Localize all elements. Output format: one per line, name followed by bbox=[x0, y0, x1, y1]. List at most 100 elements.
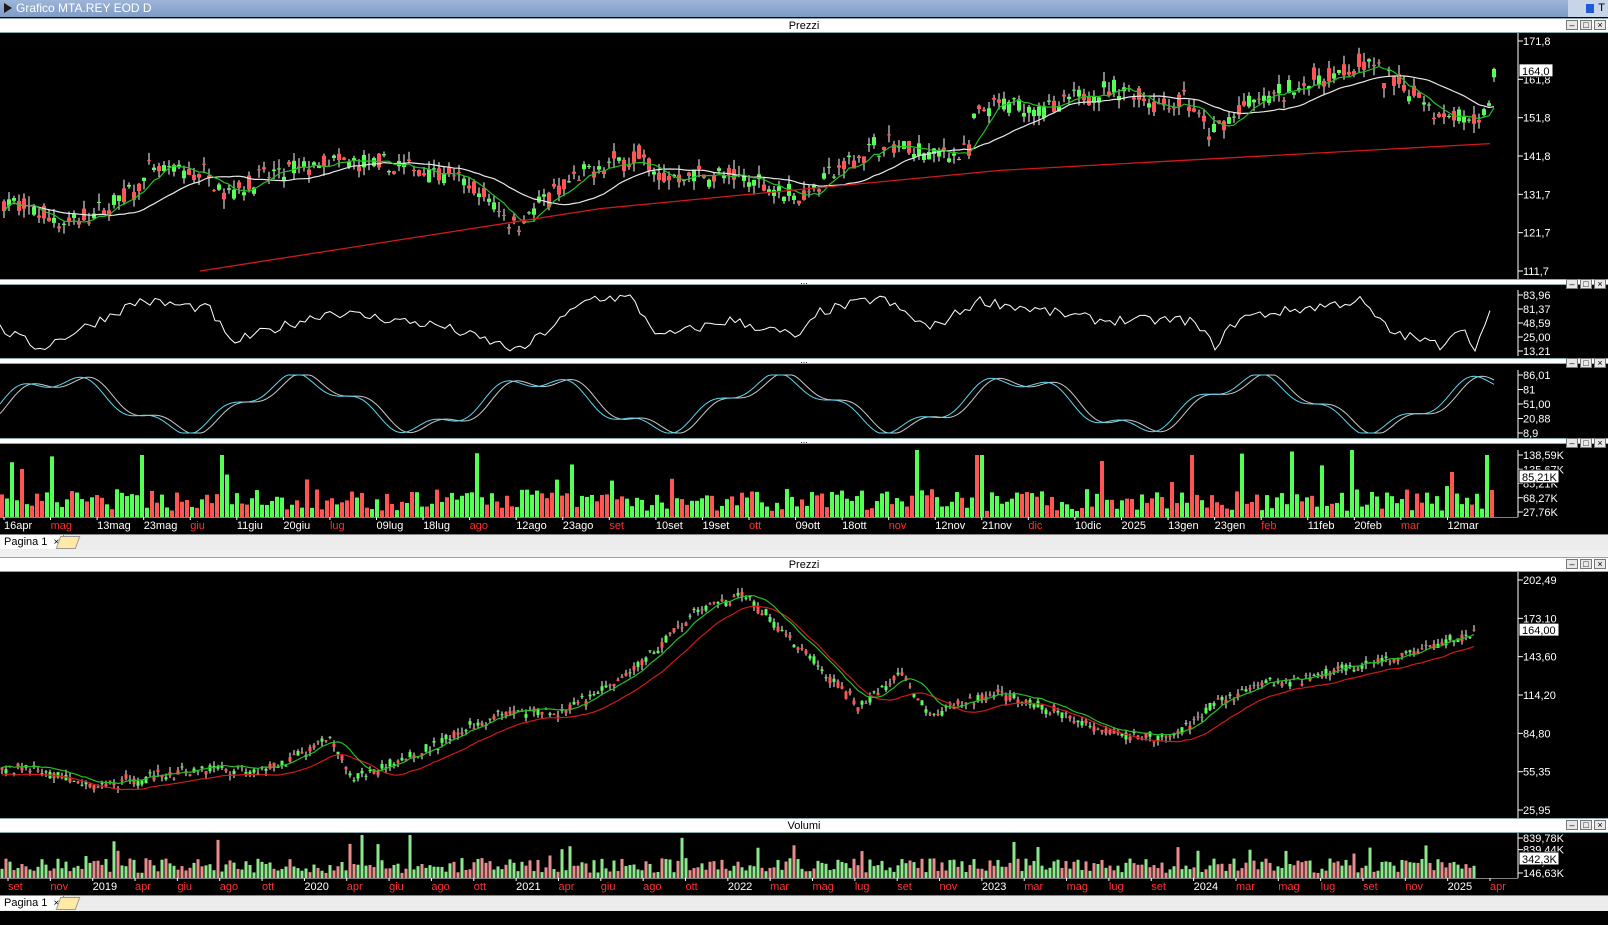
volume-bar bbox=[1312, 872, 1316, 878]
candle-body bbox=[472, 181, 476, 194]
restore-icon[interactable] bbox=[1586, 3, 1595, 13]
candle-body bbox=[1088, 726, 1092, 728]
axis-margin bbox=[1594, 572, 1608, 818]
volume-bar bbox=[1272, 870, 1276, 878]
volume-bar bbox=[268, 862, 272, 878]
volume-bar bbox=[1160, 862, 1164, 878]
candle-body bbox=[472, 728, 476, 730]
volume-bar bbox=[780, 509, 784, 517]
volume-bar bbox=[1430, 503, 1434, 517]
close-tab-icon[interactable]: × bbox=[53, 898, 60, 909]
candle-body bbox=[477, 193, 481, 198]
candle-body bbox=[1142, 98, 1146, 102]
candle-body bbox=[708, 603, 712, 605]
maximize-button[interactable]: □ bbox=[1580, 559, 1592, 569]
stochastic-chart[interactable]: 86,01 81 51,00 20,88 8,9 bbox=[0, 370, 1608, 438]
maximize-button[interactable]: □ bbox=[1580, 820, 1592, 830]
candle-body bbox=[28, 770, 32, 773]
close-button[interactable]: × bbox=[1594, 20, 1606, 30]
minimize-button[interactable]: – bbox=[1566, 20, 1578, 30]
candle-body bbox=[788, 635, 792, 638]
candle-body bbox=[102, 210, 106, 215]
volume-bar bbox=[768, 867, 772, 878]
volume-bar bbox=[1185, 502, 1189, 517]
volume-bar bbox=[110, 509, 114, 517]
volume-bar bbox=[1220, 863, 1224, 878]
volume-bar bbox=[1475, 493, 1479, 517]
candle-body bbox=[1144, 733, 1148, 738]
volume-bar bbox=[1324, 870, 1328, 878]
candle-body bbox=[392, 764, 396, 766]
candle-body bbox=[208, 765, 212, 772]
volume-bar bbox=[1212, 858, 1216, 878]
candle-body bbox=[1128, 736, 1132, 741]
date-label: set bbox=[609, 520, 624, 532]
candle-body bbox=[764, 609, 768, 616]
maximize-button[interactable]: □ bbox=[1580, 20, 1592, 30]
close-button[interactable]: × bbox=[1594, 358, 1606, 368]
minimize-button[interactable]: – bbox=[1566, 820, 1578, 830]
tab-pagina-1[interactable]: Pagina 1 × bbox=[0, 535, 65, 549]
maximize-button[interactable]: □ bbox=[1580, 438, 1592, 448]
candle-body bbox=[1457, 109, 1461, 122]
candle-body bbox=[722, 175, 726, 179]
volume-bar bbox=[1400, 499, 1404, 517]
candle-body bbox=[332, 155, 336, 158]
candle-body bbox=[256, 773, 260, 775]
volume-bar bbox=[800, 499, 804, 517]
candle-body bbox=[264, 768, 268, 771]
volume-bar bbox=[785, 489, 789, 517]
volume-bar bbox=[1048, 867, 1052, 878]
axis-margin bbox=[1594, 290, 1608, 356]
window-corner-controls[interactable]: T bbox=[1568, 0, 1608, 17]
candle-body bbox=[840, 686, 844, 689]
candle-body bbox=[280, 760, 284, 766]
candle-body bbox=[642, 154, 646, 158]
candle-body bbox=[460, 732, 464, 735]
volume-bar bbox=[820, 862, 824, 878]
candle-body bbox=[1357, 53, 1361, 67]
candle-body bbox=[516, 710, 520, 712]
date-label: 19set bbox=[702, 520, 729, 532]
new-tab-icon[interactable] bbox=[55, 536, 81, 549]
volume-bar bbox=[870, 508, 874, 517]
candle-body bbox=[1416, 651, 1420, 654]
volume-bar bbox=[1420, 858, 1424, 878]
close-button[interactable]: × bbox=[1594, 559, 1606, 569]
volume-bar bbox=[1392, 865, 1396, 878]
minimize-button[interactable]: – bbox=[1566, 438, 1578, 448]
close-button[interactable]: × bbox=[1594, 438, 1606, 448]
bottom-price-chart[interactable]: 202,49 173,10 143,60 114,20 84,80 55,35 25,95 1… bbox=[0, 572, 1608, 818]
volume-bar bbox=[1165, 508, 1169, 517]
volume-bar bbox=[784, 861, 788, 878]
candle-body bbox=[457, 172, 461, 174]
volume-bar bbox=[892, 871, 896, 878]
volume-bar bbox=[36, 866, 40, 878]
volume-bar bbox=[345, 500, 349, 517]
candle-body bbox=[227, 188, 231, 190]
candle-body bbox=[1392, 658, 1396, 663]
minimize-button[interactable]: – bbox=[1566, 358, 1578, 368]
candle-body bbox=[562, 179, 566, 190]
candle-body bbox=[487, 198, 491, 202]
volume-bar bbox=[240, 503, 244, 517]
volume-bar bbox=[985, 510, 989, 517]
candle-body bbox=[924, 709, 928, 713]
candle-body bbox=[527, 212, 531, 214]
maximize-button[interactable]: □ bbox=[1580, 358, 1592, 368]
minimize-button[interactable]: – bbox=[1566, 279, 1578, 289]
rsi-chart[interactable]: 83,96 81,37 48,59 25,00 13,21 bbox=[0, 290, 1608, 356]
close-tab-icon[interactable]: × bbox=[53, 537, 60, 548]
candle-body bbox=[780, 629, 784, 632]
candle-body bbox=[316, 741, 320, 743]
volume-bar bbox=[1168, 869, 1172, 878]
close-button[interactable]: × bbox=[1594, 820, 1606, 830]
minimize-button[interactable]: – bbox=[1566, 559, 1578, 569]
new-tab-icon[interactable] bbox=[55, 897, 81, 910]
tab-pagina-1-bottom[interactable]: Pagina 1 × bbox=[0, 896, 65, 910]
maximize-button[interactable]: □ bbox=[1580, 279, 1592, 289]
close-button[interactable]: × bbox=[1594, 279, 1606, 289]
